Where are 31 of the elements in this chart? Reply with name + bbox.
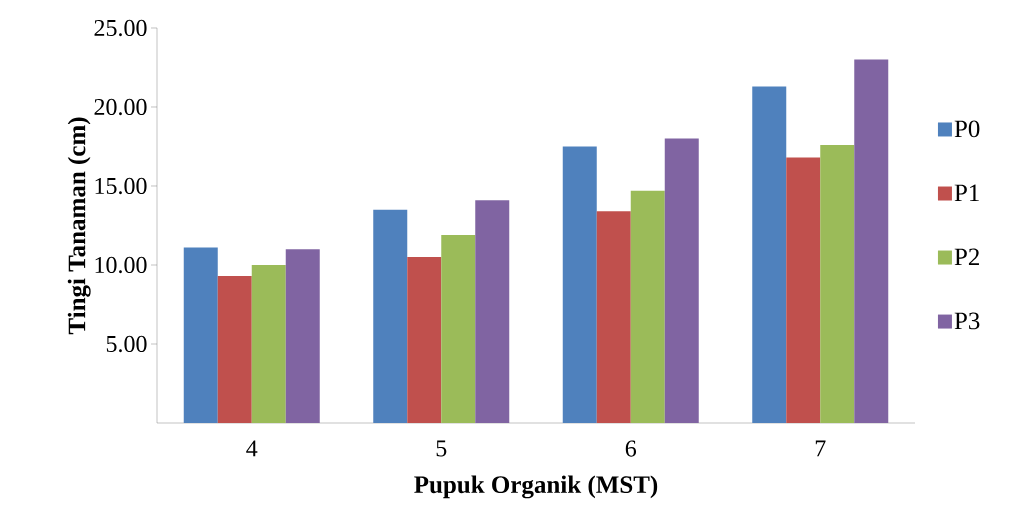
y-tick-label: 15.00: [95, 177, 147, 195]
bar: [475, 200, 510, 423]
legend-label: P2: [954, 248, 979, 266]
bar: [373, 209, 408, 423]
bar: [251, 265, 286, 423]
y-tick-label: 5.00: [106, 335, 147, 353]
bar: [664, 138, 699, 423]
legend-label: P3: [954, 312, 980, 330]
y-tick-label: 25.00: [94, 19, 147, 37]
x-tick-label: 7: [815, 440, 826, 457]
x-tick-label: 6: [625, 440, 637, 457]
x-tick-label: 5: [436, 440, 447, 457]
y-axis-title: Tingi Tanaman (cm): [67, 117, 91, 335]
bar: [285, 249, 320, 423]
bar: [217, 276, 252, 423]
y-tick-label: 20.00: [94, 98, 147, 116]
legend-label: P0: [954, 120, 980, 138]
x-axis-title: Pupuk Organik (MST): [414, 475, 658, 499]
bar: [407, 257, 442, 423]
bar: [183, 247, 218, 423]
bar: [596, 211, 631, 423]
bar: [630, 190, 665, 423]
bar: [820, 144, 855, 423]
bar: [786, 157, 821, 423]
y-tick-label: 10.00: [95, 256, 147, 274]
x-tick-label: 4: [246, 440, 258, 457]
bar: [562, 146, 597, 423]
bar: [441, 234, 476, 423]
bar: [854, 59, 889, 423]
bar: [752, 86, 787, 423]
legend-label: P1: [954, 184, 979, 202]
